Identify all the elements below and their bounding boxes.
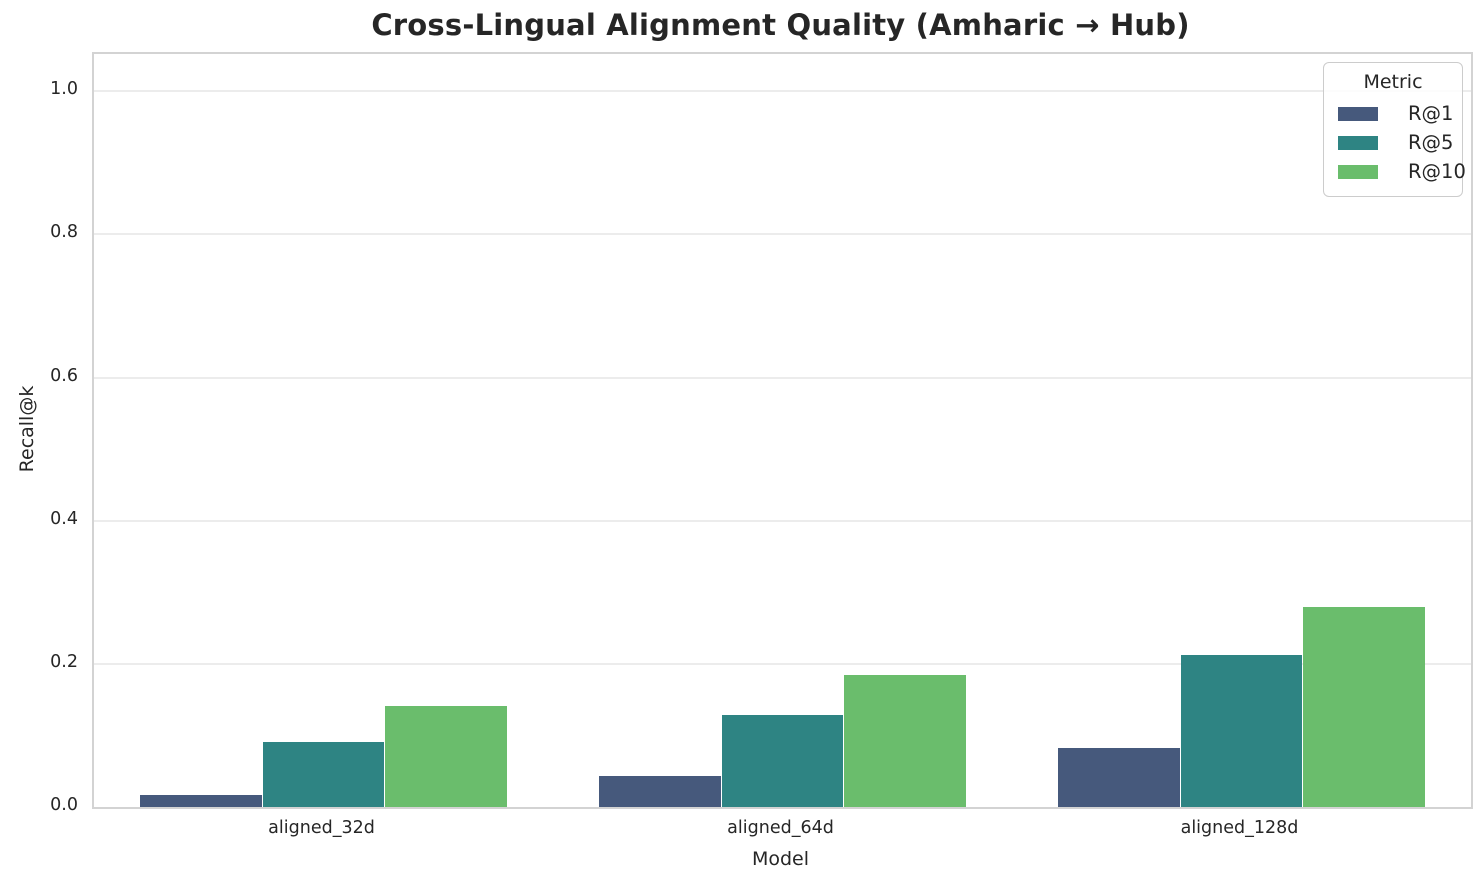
y-tick-label: 0.8: [50, 222, 78, 243]
bar-aligned_128d-R@5: [1180, 655, 1303, 807]
legend-swatch-icon: [1338, 164, 1378, 179]
gridline: [94, 233, 1471, 236]
legend-swatch-icon: [1338, 135, 1378, 150]
y-tick-label: 0.6: [50, 365, 78, 386]
bar-aligned_32d-R@1: [140, 794, 262, 807]
legend-label: R@1: [1408, 102, 1454, 125]
bar-aligned_64d-R@5: [721, 715, 844, 807]
bar-aligned_64d-R@10: [844, 675, 966, 807]
gridline: [94, 519, 1471, 522]
y-tick-label: 0.4: [50, 508, 78, 529]
bar-aligned_32d-R@10: [385, 706, 507, 807]
bar-aligned_128d-R@10: [1303, 606, 1425, 807]
legend-entry: R@5: [1334, 128, 1454, 157]
bar-aligned_64d-R@1: [599, 775, 721, 807]
y-axis-label: Recall@k: [16, 385, 38, 473]
legend-swatch-icon: [1338, 106, 1378, 121]
y-tick-label: 1.0: [50, 79, 78, 100]
gridline: [94, 662, 1471, 665]
gridline: [94, 376, 1471, 379]
x-axis-label: Model: [751, 848, 810, 870]
chart-title: Cross-Lingual Alignment Quality (Amharic…: [371, 8, 1190, 42]
bar-aligned_32d-R@5: [262, 741, 385, 807]
x-tick-label: aligned_32d: [268, 818, 375, 838]
plot-area: Metric R@1 R@5 R@10: [92, 52, 1473, 809]
legend-entry: R@1: [1334, 99, 1454, 128]
x-tick-label: aligned_64d: [727, 818, 834, 838]
legend-label: R@10: [1408, 160, 1466, 183]
gridline: [94, 90, 1471, 93]
legend-label: R@5: [1408, 131, 1454, 154]
legend-entry: R@10: [1334, 157, 1466, 186]
y-tick-label: 0.0: [50, 795, 78, 815]
bar-aligned_128d-R@1: [1058, 748, 1180, 807]
y-tick-label: 0.2: [50, 651, 78, 672]
x-tick-label: aligned_128d: [1180, 818, 1299, 838]
legend-entries: R@1 R@5 R@10: [1334, 99, 1466, 186]
legend: Metric R@1 R@5 R@10: [1323, 62, 1466, 197]
legend-title: Metric: [1363, 71, 1423, 93]
